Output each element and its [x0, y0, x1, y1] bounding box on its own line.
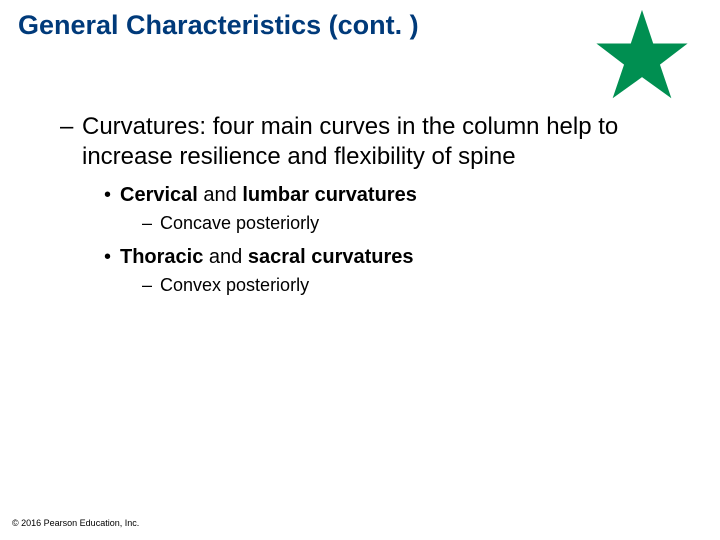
- level2-item: • Thoracic and sacral curvatures: [104, 246, 690, 269]
- level3-text: Concave posteriorly: [160, 213, 319, 234]
- dot-bullet: •: [104, 246, 120, 269]
- star-shape: [596, 10, 687, 98]
- bold-part: Thoracic: [120, 246, 203, 268]
- slide-body: – Curvatures: four main curves in the co…: [60, 112, 690, 296]
- bold-part: sacral curvatures: [248, 246, 414, 268]
- level3-text: Convex posteriorly: [160, 275, 309, 296]
- level1-item: – Curvatures: four main curves in the co…: [60, 112, 690, 172]
- copyright-text: © 2016 Pearson Education, Inc.: [12, 518, 139, 528]
- bold-part: lumbar curvatures: [242, 184, 417, 206]
- level2-text: Cervical and lumbar curvatures: [120, 184, 417, 207]
- level3-item: – Concave posteriorly: [142, 213, 690, 234]
- slide-title: General Characteristics (cont. ): [18, 10, 419, 41]
- level2-text: Thoracic and sacral curvatures: [120, 246, 414, 269]
- slide: General Characteristics (cont. ) – Curva…: [0, 0, 720, 540]
- star-icon: [592, 8, 692, 103]
- plain-part: and: [203, 246, 247, 268]
- bold-part: Cervical: [120, 184, 198, 206]
- level1-text-prefix: Curvatures:: [82, 113, 206, 140]
- dash-bullet: –: [142, 275, 160, 296]
- dot-bullet: •: [104, 184, 120, 207]
- level3-item: – Convex posteriorly: [142, 275, 690, 296]
- dash-bullet: –: [142, 213, 160, 234]
- star-svg: [592, 8, 692, 103]
- dash-bullet: –: [60, 112, 82, 142]
- level2-item: • Cervical and lumbar curvatures: [104, 184, 690, 207]
- plain-part: and: [198, 184, 242, 206]
- level1-text: Curvatures: four main curves in the colu…: [82, 112, 690, 172]
